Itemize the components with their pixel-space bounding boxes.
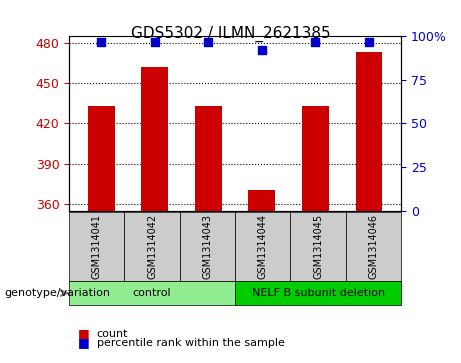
Text: GSM1314042: GSM1314042 — [147, 214, 157, 280]
Point — [205, 38, 212, 44]
Bar — [142, 67, 168, 211]
Text: GSM1314043: GSM1314043 — [202, 214, 213, 280]
Text: ■: ■ — [78, 327, 90, 340]
Point — [151, 38, 159, 44]
Point — [258, 47, 266, 53]
Point — [98, 38, 105, 44]
Text: GSM1314041: GSM1314041 — [92, 214, 102, 280]
Text: control: control — [133, 288, 171, 298]
Text: ■: ■ — [78, 337, 90, 350]
Text: genotype/variation: genotype/variation — [5, 288, 111, 298]
Text: percentile rank within the sample: percentile rank within the sample — [97, 338, 285, 348]
Bar — [248, 191, 275, 211]
Bar — [355, 52, 382, 211]
Bar — [88, 106, 115, 211]
Point — [365, 38, 372, 44]
Text: GSM1314046: GSM1314046 — [368, 214, 378, 280]
Point — [312, 38, 319, 44]
Bar — [302, 106, 329, 211]
Text: GSM1314044: GSM1314044 — [258, 214, 268, 280]
Text: NELF B subunit deletion: NELF B subunit deletion — [252, 288, 384, 298]
Text: count: count — [97, 329, 128, 339]
Text: GDS5302 / ILMN_2621385: GDS5302 / ILMN_2621385 — [130, 25, 331, 42]
Text: GSM1314045: GSM1314045 — [313, 214, 323, 280]
Bar — [195, 106, 222, 211]
